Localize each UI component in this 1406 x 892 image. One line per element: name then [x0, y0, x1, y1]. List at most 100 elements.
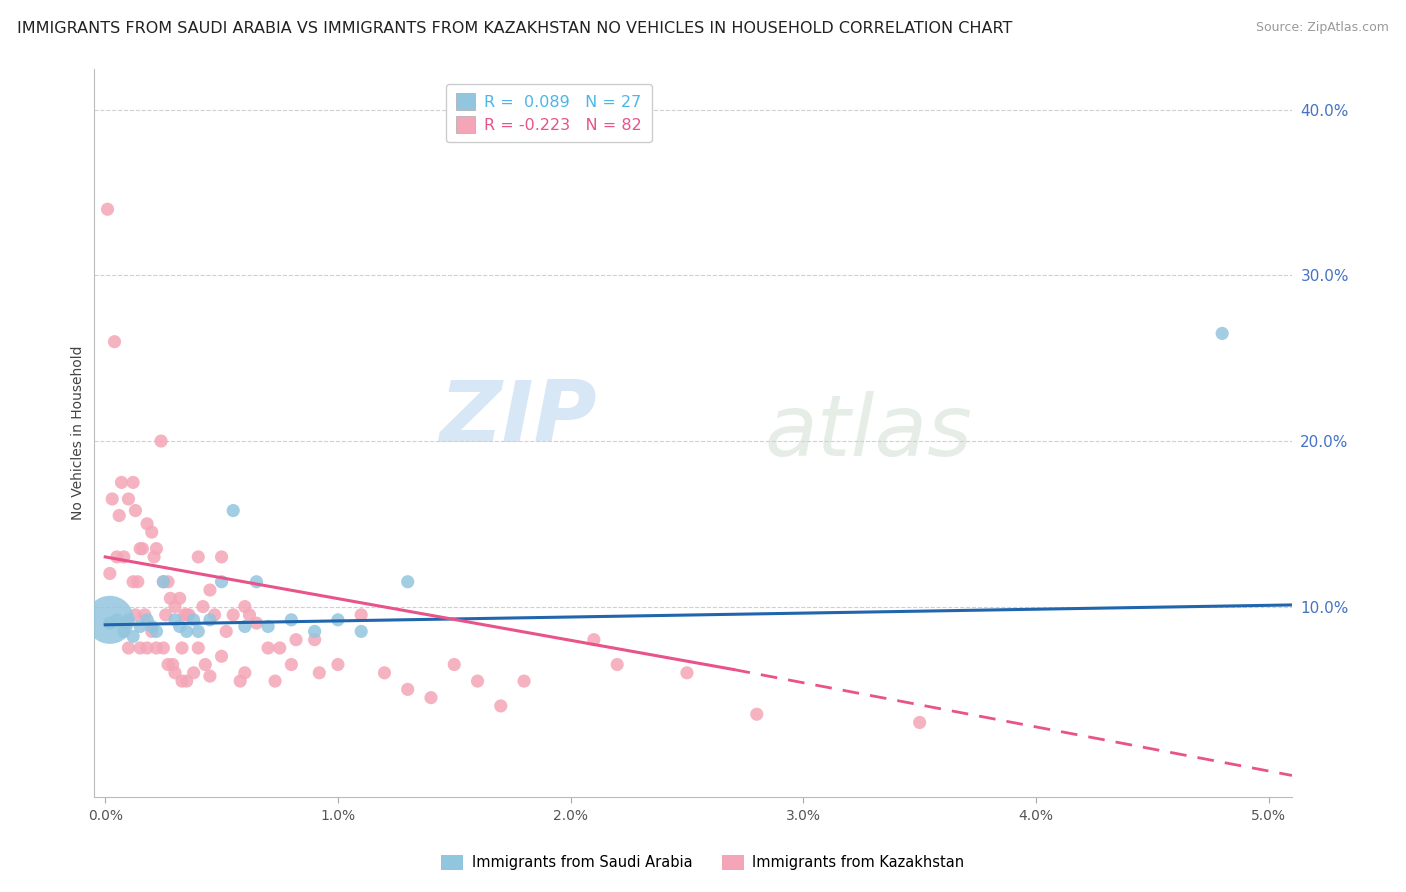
Point	[112, 549, 135, 564]
Point	[373, 665, 395, 680]
Point	[238, 607, 260, 622]
Point	[280, 657, 302, 672]
Point	[157, 574, 180, 589]
Point	[606, 657, 628, 672]
Point	[215, 624, 238, 639]
Point	[117, 491, 139, 506]
Point	[187, 640, 209, 655]
Point	[136, 613, 159, 627]
Point	[420, 690, 443, 705]
Point	[141, 624, 163, 639]
Point	[204, 607, 226, 622]
Legend: R =  0.089   N = 27, R = -0.223   N = 82: R = 0.089 N = 27, R = -0.223 N = 82	[446, 84, 652, 143]
Point	[122, 574, 145, 589]
Point	[908, 715, 931, 730]
Point	[169, 591, 191, 606]
Point	[176, 624, 198, 639]
Point	[177, 607, 200, 622]
Point	[745, 707, 768, 722]
Point	[129, 640, 152, 655]
Point	[115, 616, 138, 631]
Point	[145, 624, 167, 639]
Point	[350, 607, 373, 622]
Point	[129, 541, 152, 556]
Point	[163, 613, 186, 627]
Point	[124, 607, 146, 622]
Point	[145, 541, 167, 556]
Point	[176, 674, 198, 689]
Point	[117, 640, 139, 655]
Point	[222, 503, 245, 517]
Legend: Immigrants from Saudi Arabia, Immigrants from Kazakhstan: Immigrants from Saudi Arabia, Immigrants…	[436, 848, 970, 876]
Point	[245, 616, 267, 631]
Point	[98, 566, 121, 581]
Point	[443, 657, 465, 672]
Text: ZIP: ZIP	[439, 376, 598, 459]
Point	[233, 619, 256, 633]
Point	[183, 665, 205, 680]
Point	[269, 640, 291, 655]
Point	[396, 682, 419, 697]
Point	[176, 607, 198, 622]
Point	[173, 607, 195, 622]
Point	[211, 549, 233, 564]
Point	[233, 665, 256, 680]
Point	[136, 516, 159, 531]
Point	[187, 549, 209, 564]
Point	[183, 613, 205, 627]
Point	[170, 640, 193, 655]
Point	[101, 491, 124, 506]
Point	[245, 574, 267, 589]
Point	[198, 613, 221, 627]
Point	[280, 613, 302, 627]
Point	[304, 632, 326, 647]
Point	[105, 613, 128, 627]
Point	[117, 613, 139, 627]
Point	[108, 508, 131, 523]
Point	[96, 202, 118, 217]
Point	[127, 574, 149, 589]
Point	[304, 624, 326, 639]
Point	[257, 640, 280, 655]
Point	[326, 613, 349, 627]
Point	[134, 607, 156, 622]
Text: IMMIGRANTS FROM SAUDI ARABIA VS IMMIGRANTS FROM KAZAKHSTAN NO VEHICLES IN HOUSEH: IMMIGRANTS FROM SAUDI ARABIA VS IMMIGRAN…	[17, 21, 1012, 36]
Point	[162, 657, 184, 672]
Point	[211, 574, 233, 589]
Point	[169, 619, 191, 633]
Text: Source: ZipAtlas.com: Source: ZipAtlas.com	[1256, 21, 1389, 34]
Point	[1211, 326, 1233, 341]
Point	[350, 624, 373, 639]
Point	[308, 665, 330, 680]
Point	[145, 640, 167, 655]
Point	[222, 607, 245, 622]
Point	[105, 549, 128, 564]
Point	[159, 591, 181, 606]
Point	[396, 574, 419, 589]
Point	[187, 624, 209, 639]
Point	[211, 649, 233, 664]
Point	[170, 674, 193, 689]
Text: atlas: atlas	[765, 392, 973, 475]
Point	[136, 640, 159, 655]
Point	[152, 640, 174, 655]
Point	[122, 475, 145, 490]
Point	[152, 574, 174, 589]
Point	[103, 334, 125, 349]
Point	[110, 475, 132, 490]
Point	[150, 434, 173, 448]
Point	[155, 607, 177, 622]
Point	[191, 599, 214, 614]
Point	[198, 669, 221, 683]
Point	[141, 619, 163, 633]
Point	[157, 657, 180, 672]
Point	[98, 616, 121, 631]
Point	[513, 674, 536, 689]
Point	[285, 632, 308, 647]
Point	[163, 599, 186, 614]
Point	[143, 549, 166, 564]
Point	[194, 657, 217, 672]
Point	[467, 674, 489, 689]
Point	[163, 665, 186, 680]
Point	[141, 525, 163, 540]
